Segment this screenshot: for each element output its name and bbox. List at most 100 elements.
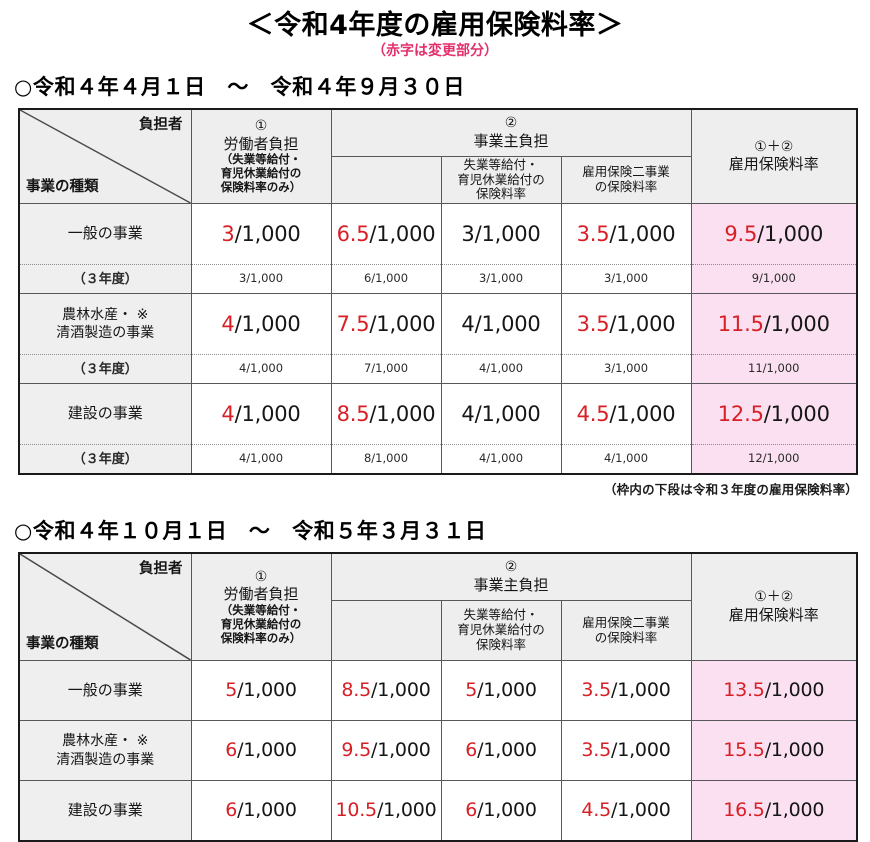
header-col-worker-note: （失業等給付・ 育児休業給付の 保険料率のみ） <box>220 602 302 645</box>
subrow-employer-unemployment-prev: 3/1,000 <box>440 264 561 294</box>
subrow-worker-prev: 3/1,000 <box>190 264 331 294</box>
cell-total-rate: 13.5/1,000 <box>690 660 858 722</box>
cell-employer-two-projects-rate: 3.5/1,000 <box>560 720 692 782</box>
header-col-worker-title: 労働者負担 <box>223 134 299 153</box>
row-label-business: 一般の事業 <box>18 203 192 265</box>
section-heading-period-1: ○令和４年４月１日 ～ 令和４年９月３０日 <box>14 75 465 100</box>
header-sub-unemployment-benefit: 失業等給付・ 育児休業給付の 保険料率 <box>440 600 562 662</box>
table-subrow-previous-year: （３年度） 4/1,000 8/1,000 4/1,000 4/1,000 12… <box>19 444 857 475</box>
header-mark-total: ①＋② <box>754 589 794 606</box>
subrow-employer-prev: 8/1,000 <box>330 444 441 475</box>
cell-worker-rate: 5/1,000 <box>190 660 332 722</box>
rate-table-period-1: 負担者 事業の種類 ① 労働者負担 （失業等給付・ 育児休業給付の 保険料率のみ… <box>18 108 858 476</box>
header-label-business-type: 事業の種類 <box>26 178 99 195</box>
subrow-employer-prev: 7/1,000 <box>330 354 441 384</box>
cell-employer-two-projects-rate: 3.5/1,000 <box>560 660 692 722</box>
row-label-business: 建設の事業 <box>18 780 192 842</box>
header-label-payer: 負担者 <box>139 561 183 578</box>
subrow-label-prev-year: （３年度） <box>19 444 191 475</box>
table-header-row-sub: 失業等給付・ 育児休業給付の 保険料率 雇用保険二事業 の保険料率 <box>19 600 857 662</box>
header-col-employer-title: 事業主負担 <box>473 131 549 150</box>
cell-employer-rate: 7.5/1,000 <box>330 293 442 355</box>
subrow-two-projects-prev: 4/1,000 <box>560 444 691 475</box>
cell-employer-two-projects-rate: 4.5/1,000 <box>560 780 692 842</box>
header-mark-1: ① <box>254 568 268 585</box>
section-heading-period-2: ○令和４年１０月１日 ～ 令和５年３月３１日 <box>14 519 487 544</box>
table-row: 一般の事業 3/1,000 6.5/1,000 3/1,000 3.5/1,00… <box>18 203 858 265</box>
header-col-employer-burden: ② 事業主負担 <box>330 552 692 601</box>
table-row: 農林水産・ ※ 清酒製造の事業 6/1,000 9.5/1,000 6/1,00… <box>18 720 858 782</box>
cell-employer-unemployment-rate: 6/1,000 <box>440 720 562 782</box>
header-col-worker-note: （失業等給付・ 育児休業給付の 保険料率のみ） <box>220 152 302 195</box>
cell-employer-two-projects-rate: 4.5/1,000 <box>560 383 692 445</box>
cell-total-rate: 15.5/1,000 <box>690 720 858 782</box>
header-col-employer-title: 事業主負担 <box>473 575 549 594</box>
header-col-worker-burden: ① 労働者負担 （失業等給付・ 育児休業給付の 保険料率のみ） <box>190 108 332 205</box>
cell-employer-rate: 9.5/1,000 <box>330 720 442 782</box>
header-mark-total: ①＋② <box>754 138 794 155</box>
cell-total-rate: 16.5/1,000 <box>690 780 858 842</box>
header-label-business-type: 事業の種類 <box>26 635 99 652</box>
diagonal-divider-icon <box>20 554 190 660</box>
cell-employer-unemployment-rate: 6/1,000 <box>440 780 562 842</box>
cell-employer-rate: 6.5/1,000 <box>330 203 442 265</box>
header-spacer-cell <box>331 156 442 204</box>
cell-employer-two-projects-rate: 3.5/1,000 <box>560 203 692 265</box>
header-col-total-title: 雇用保険料率 <box>728 605 819 624</box>
subrow-employer-unemployment-prev: 4/1,000 <box>440 354 561 384</box>
document-title-block: ＜令和4年度の雇用保険料率＞ （赤字は変更部分） <box>0 0 870 59</box>
subrow-worker-prev: 4/1,000 <box>190 444 331 475</box>
cell-employer-unemployment-rate: 3/1,000 <box>440 203 562 265</box>
cell-employer-unemployment-rate: 4/1,000 <box>440 293 562 355</box>
cell-worker-rate: 3/1,000 <box>190 203 332 265</box>
subrow-employer-prev: 6/1,000 <box>330 264 441 294</box>
table-subrow-previous-year: （３年度） 3/1,000 6/1,000 3/1,000 3/1,000 9/… <box>19 264 857 294</box>
cell-worker-rate: 6/1,000 <box>190 720 332 782</box>
header-corner-cell: 負担者 事業の種類 <box>18 552 192 662</box>
table-header-row-top: 負担者 事業の種類 ① 労働者負担 （失業等給付・ 育児休業給付の 保険料率のみ… <box>18 108 858 205</box>
table-row: 建設の事業 6/1,000 10.5/1,000 6/1,000 4.5/1,0… <box>18 780 858 842</box>
table-row: 建設の事業 4/1,000 8.5/1,000 4/1,000 4.5/1,00… <box>18 383 858 445</box>
row-label-business: 建設の事業 <box>18 383 192 445</box>
table-header-row-sub: 失業等給付・ 育児休業給付の 保険料率 雇用保険二事業 の保険料率 <box>19 156 857 205</box>
cell-employer-rate: 10.5/1,000 <box>330 780 442 842</box>
header-mark-1: ① <box>254 118 268 135</box>
header-col-worker-burden: ① 労働者負担 （失業等給付・ 育児休業給付の 保険料率のみ） <box>190 552 332 662</box>
header-spacer-cell <box>331 600 442 661</box>
cell-total-rate: 12.5/1,000 <box>690 383 858 445</box>
cell-employer-unemployment-rate: 5/1,000 <box>440 660 562 722</box>
rate-table-period-2: 負担者 事業の種類 ① 労働者負担 （失業等給付・ 育児休業給付の 保険料率のみ… <box>18 552 858 842</box>
header-col-total-rate: ①＋② 雇用保険料率 <box>690 108 858 205</box>
subrow-two-projects-prev: 3/1,000 <box>560 354 691 384</box>
header-sub-two-projects: 雇用保険二事業 の保険料率 <box>560 600 692 662</box>
cell-worker-rate: 4/1,000 <box>190 383 332 445</box>
subrow-total-prev: 12/1,000 <box>690 444 857 475</box>
row-label-business: 農林水産・ ※ 清酒製造の事業 <box>18 720 192 782</box>
header-col-total-title: 雇用保険料率 <box>728 155 819 174</box>
table-subrow-previous-year: （３年度） 4/1,000 7/1,000 4/1,000 3/1,000 11… <box>19 354 857 384</box>
cell-employer-unemployment-rate: 4/1,000 <box>440 383 562 445</box>
header-mark-2: ② <box>504 115 518 132</box>
table-row: 農林水産・ ※ 清酒製造の事業 4/1,000 7.5/1,000 4/1,00… <box>18 293 858 355</box>
header-mark-2: ② <box>504 559 518 576</box>
subrow-employer-unemployment-prev: 4/1,000 <box>440 444 561 475</box>
row-label-business: 一般の事業 <box>18 660 192 722</box>
table-footnote: （枠内の下段は令和３年度の雇用保険料率） <box>603 482 858 498</box>
cell-employer-two-projects-rate: 3.5/1,000 <box>560 293 692 355</box>
cell-employer-rate: 8.5/1,000 <box>330 660 442 722</box>
subrow-label-prev-year: （３年度） <box>19 354 191 384</box>
table-header-row-top: 負担者 事業の種類 ① 労働者負担 （失業等給付・ 育児休業給付の 保険料率のみ… <box>18 552 858 662</box>
cell-total-rate: 11.5/1,000 <box>690 293 858 355</box>
header-col-employer-burden: ② 事業主負担 <box>330 108 692 157</box>
header-sub-two-projects: 雇用保険二事業 の保険料率 <box>560 156 692 205</box>
diagonal-divider-icon <box>20 110 190 203</box>
header-col-total-rate: ①＋② 雇用保険料率 <box>690 552 858 662</box>
cell-worker-rate: 4/1,000 <box>190 293 332 355</box>
header-label-payer: 負担者 <box>139 117 183 134</box>
subrow-label-prev-year: （３年度） <box>19 264 191 294</box>
subrow-total-prev: 9/1,000 <box>690 264 857 294</box>
page-subtitle: （赤字は変更部分） <box>372 42 498 59</box>
page-title: ＜令和4年度の雇用保険料率＞ <box>246 10 624 41</box>
cell-employer-rate: 8.5/1,000 <box>330 383 442 445</box>
table-row: 一般の事業 5/1,000 8.5/1,000 5/1,000 3.5/1,00… <box>18 660 858 722</box>
